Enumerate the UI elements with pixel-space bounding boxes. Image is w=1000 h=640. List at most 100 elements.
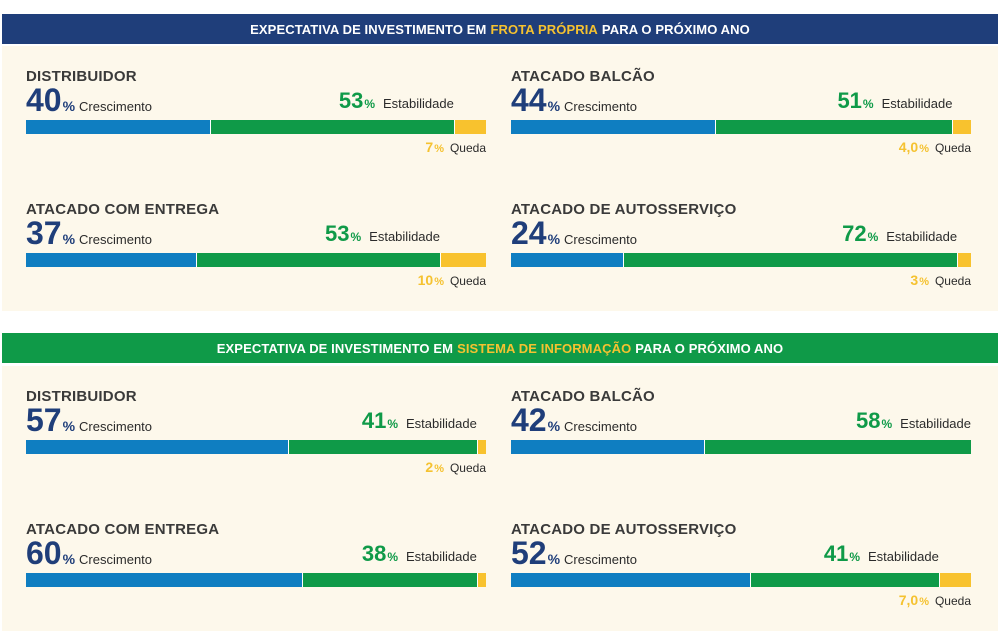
growth-value: 57: [26, 402, 62, 438]
stability-stat: 41 % Estabilidade: [362, 410, 477, 432]
block-title: ATACADO BALCÃO: [511, 388, 655, 405]
stability-value: 51: [837, 88, 862, 113]
growth-label: Crescimento: [79, 99, 153, 114]
stat-block: ATACADO BALCÃO 44 % Crescimento 51 % Est…: [511, 68, 971, 188]
stacked-bar: [511, 440, 971, 454]
stability-value: 41: [361, 408, 387, 433]
decline-label: Queda: [934, 274, 971, 288]
bar-segment-decline: [439, 253, 486, 267]
banner-title-suffix: PARA O PRÓXIMO ANO: [601, 21, 750, 37]
growth-stat: 60 % Crescimento: [26, 537, 152, 569]
stat-block: ATACADO BALCÃO 42 % Crescimento 58 % Est…: [511, 388, 971, 508]
bar-segment-stability: [196, 253, 440, 267]
decline-stat: 10 % Queda: [418, 273, 486, 288]
growth-label: Crescimento: [79, 552, 153, 567]
block-title: DISTRIBUIDOR: [26, 388, 137, 405]
stacked-bar: [511, 253, 971, 267]
decline-unit: %: [434, 463, 444, 475]
stability-value: 41: [823, 541, 849, 566]
stat-block: ATACADO COM ENTREGA 60 % Crescimento 38 …: [26, 521, 486, 640]
stability-unit: %: [849, 550, 860, 564]
bar-segment-decline: [476, 440, 486, 454]
growth-value: 42: [511, 402, 547, 438]
growth-value: 37: [26, 215, 62, 251]
stat-block: DISTRIBUIDOR 57 % Crescimento 41 % Estab…: [26, 388, 486, 508]
stability-unit: %: [881, 417, 893, 431]
growth-stat: 24 % Crescimento: [511, 217, 637, 249]
decline-value: 7: [425, 139, 434, 155]
bar-segment-stability: [704, 440, 971, 454]
bar-segment-stability: [622, 253, 958, 267]
stacked-bar: [511, 120, 971, 134]
growth-label: Crescimento: [564, 99, 638, 114]
stability-stat: 53 % Estabilidade: [339, 90, 454, 112]
growth-label: Crescimento: [564, 419, 638, 434]
growth-value: 24: [511, 215, 547, 251]
stability-unit: %: [364, 97, 375, 111]
growth-stat: 44 % Crescimento: [511, 84, 637, 116]
bar-segment-growth: [26, 573, 302, 587]
growth-stat: 42 % Crescimento: [511, 404, 637, 436]
bar-segment-stability: [288, 440, 477, 454]
block-title: ATACADO DE AUTOSSERVIÇO: [511, 521, 737, 538]
section-panel-sistema: DISTRIBUIDOR 57 % Crescimento 41 % Estab…: [2, 366, 998, 631]
stacked-bar: [26, 573, 486, 587]
decline-value: 7,0: [898, 592, 919, 608]
stability-label: Estabilidade: [405, 416, 477, 431]
stability-label: Estabilidade: [405, 549, 477, 564]
stacked-bar: [26, 440, 486, 454]
stability-value: 53: [338, 88, 364, 113]
stability-label: Estabilidade: [369, 229, 440, 244]
decline-stat: 3 % Queda: [910, 273, 971, 288]
block-title: ATACADO BALCÃO: [511, 68, 655, 85]
decline-stat: 7 % Queda: [425, 140, 486, 155]
growth-unit: %: [62, 231, 76, 247]
bar-segment-growth: [511, 120, 716, 134]
growth-unit: %: [547, 551, 561, 567]
growth-label: Crescimento: [564, 232, 638, 247]
growth-value: 52: [511, 535, 547, 571]
bar-segment-decline: [957, 253, 971, 267]
bar-segment-stability: [302, 573, 477, 587]
growth-unit: %: [62, 418, 76, 434]
stability-unit: %: [387, 417, 398, 431]
bar-segment-growth: [511, 253, 623, 267]
growth-label: Crescimento: [564, 552, 638, 567]
growth-stat: 40 % Crescimento: [26, 84, 152, 116]
decline-unit: %: [434, 143, 444, 155]
growth-value: 44: [511, 82, 547, 118]
block-title: ATACADO COM ENTREGA: [26, 201, 220, 218]
growth-unit: %: [547, 418, 561, 434]
decline-unit: %: [919, 143, 929, 155]
growth-unit: %: [547, 231, 561, 247]
stat-block: DISTRIBUIDOR 40 % Crescimento 53 % Estab…: [26, 68, 486, 188]
growth-unit: %: [547, 98, 561, 114]
decline-label: Queda: [449, 141, 486, 155]
banner-title-highlight: FROTA PRÓPRIA: [490, 21, 598, 37]
section-banner-frota: EXPECTATIVA DE INVESTIMENTO EM FROTA PRÓ…: [2, 14, 998, 44]
growth-label: Crescimento: [79, 419, 153, 434]
growth-label: Crescimento: [79, 232, 153, 247]
stability-stat: 38 % Estabilidade: [362, 543, 477, 565]
banner-title-prefix: EXPECTATIVA DE INVESTIMENTO EM: [250, 21, 487, 37]
decline-stat: 7,0 % Queda: [899, 593, 971, 608]
growth-stat: 52 % Crescimento: [511, 537, 637, 569]
decline-unit: %: [919, 596, 929, 608]
growth-value: 40: [26, 82, 62, 118]
section-panel-frota: DISTRIBUIDOR 40 % Crescimento 53 % Estab…: [2, 46, 998, 311]
stability-value: 58: [856, 408, 881, 433]
stability-label: Estabilidade: [886, 229, 958, 244]
stability-stat: 53 % Estabilidade: [325, 223, 440, 245]
decline-label: Queda: [934, 594, 971, 608]
decline-label: Queda: [449, 461, 486, 475]
growth-unit: %: [62, 551, 76, 567]
decline-label: Queda: [449, 274, 486, 288]
stacked-bar: [26, 120, 486, 134]
stability-value: 53: [325, 221, 350, 246]
bar-segment-growth: [26, 120, 210, 134]
bar-segment-growth: [511, 573, 751, 587]
block-title: DISTRIBUIDOR: [26, 68, 137, 85]
stability-stat: 72 % Estabilidade: [842, 223, 957, 245]
bar-segment-decline: [938, 573, 971, 587]
growth-stat: 37 % Crescimento: [26, 217, 152, 249]
